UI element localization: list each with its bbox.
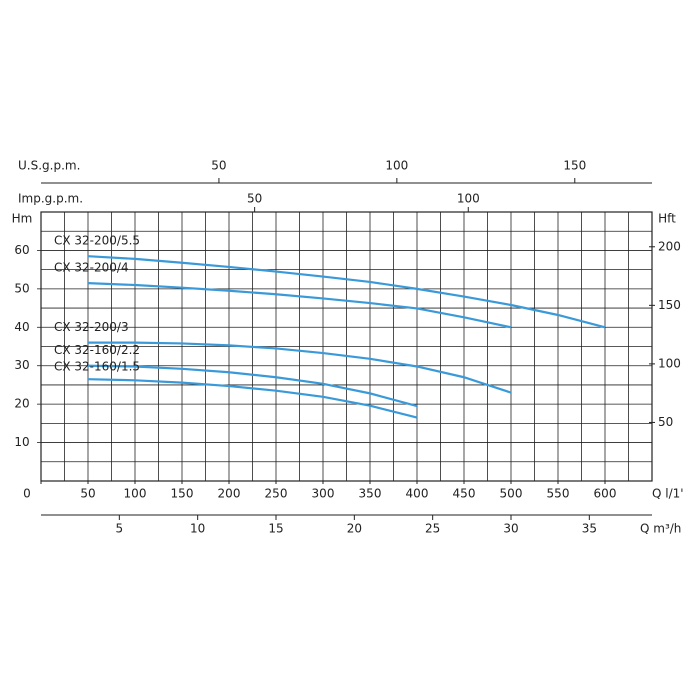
y-tick-label: 10 bbox=[14, 435, 29, 449]
curve-label: CX 32-200/5.5 bbox=[54, 234, 140, 248]
x-tick-label: 250 bbox=[265, 487, 288, 501]
x-tick-label: 150 bbox=[171, 487, 194, 501]
curve-label: CX 32-200/4 bbox=[54, 261, 129, 275]
x-tick-label: 100 bbox=[124, 487, 147, 501]
curve bbox=[87, 281, 512, 329]
x-tick-label: 0 bbox=[23, 487, 31, 501]
secondary-tick-label: 150 bbox=[563, 159, 586, 173]
y-tick-label: 60 bbox=[14, 243, 29, 257]
y2-tick-label: 200 bbox=[658, 239, 681, 253]
secondary-tick-label: 100 bbox=[457, 192, 480, 206]
y-tick-label: 20 bbox=[14, 397, 29, 411]
secondary-tick-label: 35 bbox=[582, 522, 597, 536]
x-tick-label: 50 bbox=[80, 487, 95, 501]
secondary-tick-label: 15 bbox=[268, 522, 283, 536]
y2-tick-label: 150 bbox=[658, 298, 681, 312]
curve bbox=[87, 378, 418, 419]
secondary-tick-label: 50 bbox=[247, 192, 262, 206]
x-tick-label: 550 bbox=[547, 487, 570, 501]
secondary-tick-label: 50 bbox=[211, 159, 226, 173]
curve-label: CX 32-160/2.2 bbox=[54, 343, 140, 357]
y2-tick-label: 100 bbox=[658, 356, 681, 370]
x-tick-label: 600 bbox=[594, 487, 617, 501]
curve-label: CX 32-200/3 bbox=[54, 320, 129, 334]
x-tick-label: 500 bbox=[500, 487, 523, 501]
curve bbox=[88, 341, 512, 394]
x-tick-label: 300 bbox=[312, 487, 335, 501]
x-tick-label: 450 bbox=[453, 487, 476, 501]
secondary-tick-label: 10 bbox=[190, 522, 205, 536]
y-axis-label: Hm bbox=[12, 212, 33, 226]
x-tick-label: 200 bbox=[218, 487, 241, 501]
x-axis-label: Q l/1' bbox=[652, 487, 684, 501]
x-tick-label: 350 bbox=[359, 487, 382, 501]
curve bbox=[87, 364, 418, 408]
secondary-tick-label: 30 bbox=[503, 522, 518, 536]
y-tick-label: 40 bbox=[14, 320, 29, 334]
y-tick-label: 50 bbox=[14, 281, 29, 295]
secondary-tick-label: 5 bbox=[116, 522, 124, 536]
x-tick-label: 400 bbox=[406, 487, 429, 501]
secondary-axis-label: Imp.g.p.m. bbox=[18, 192, 83, 206]
y2-axis-label: Hft bbox=[658, 212, 676, 226]
secondary-tick-label: 100 bbox=[385, 159, 408, 173]
bottom-axis-label: Q m³/h bbox=[640, 522, 681, 536]
secondary-axis-label: U.S.g.p.m. bbox=[18, 159, 80, 173]
secondary-tick-label: 20 bbox=[347, 522, 362, 536]
y2-tick-label: 50 bbox=[658, 415, 673, 429]
curve-label: CX 32-160/1.5 bbox=[54, 360, 140, 374]
y-tick-label: 30 bbox=[14, 358, 29, 372]
curve bbox=[87, 255, 606, 329]
secondary-tick-label: 25 bbox=[425, 522, 440, 536]
